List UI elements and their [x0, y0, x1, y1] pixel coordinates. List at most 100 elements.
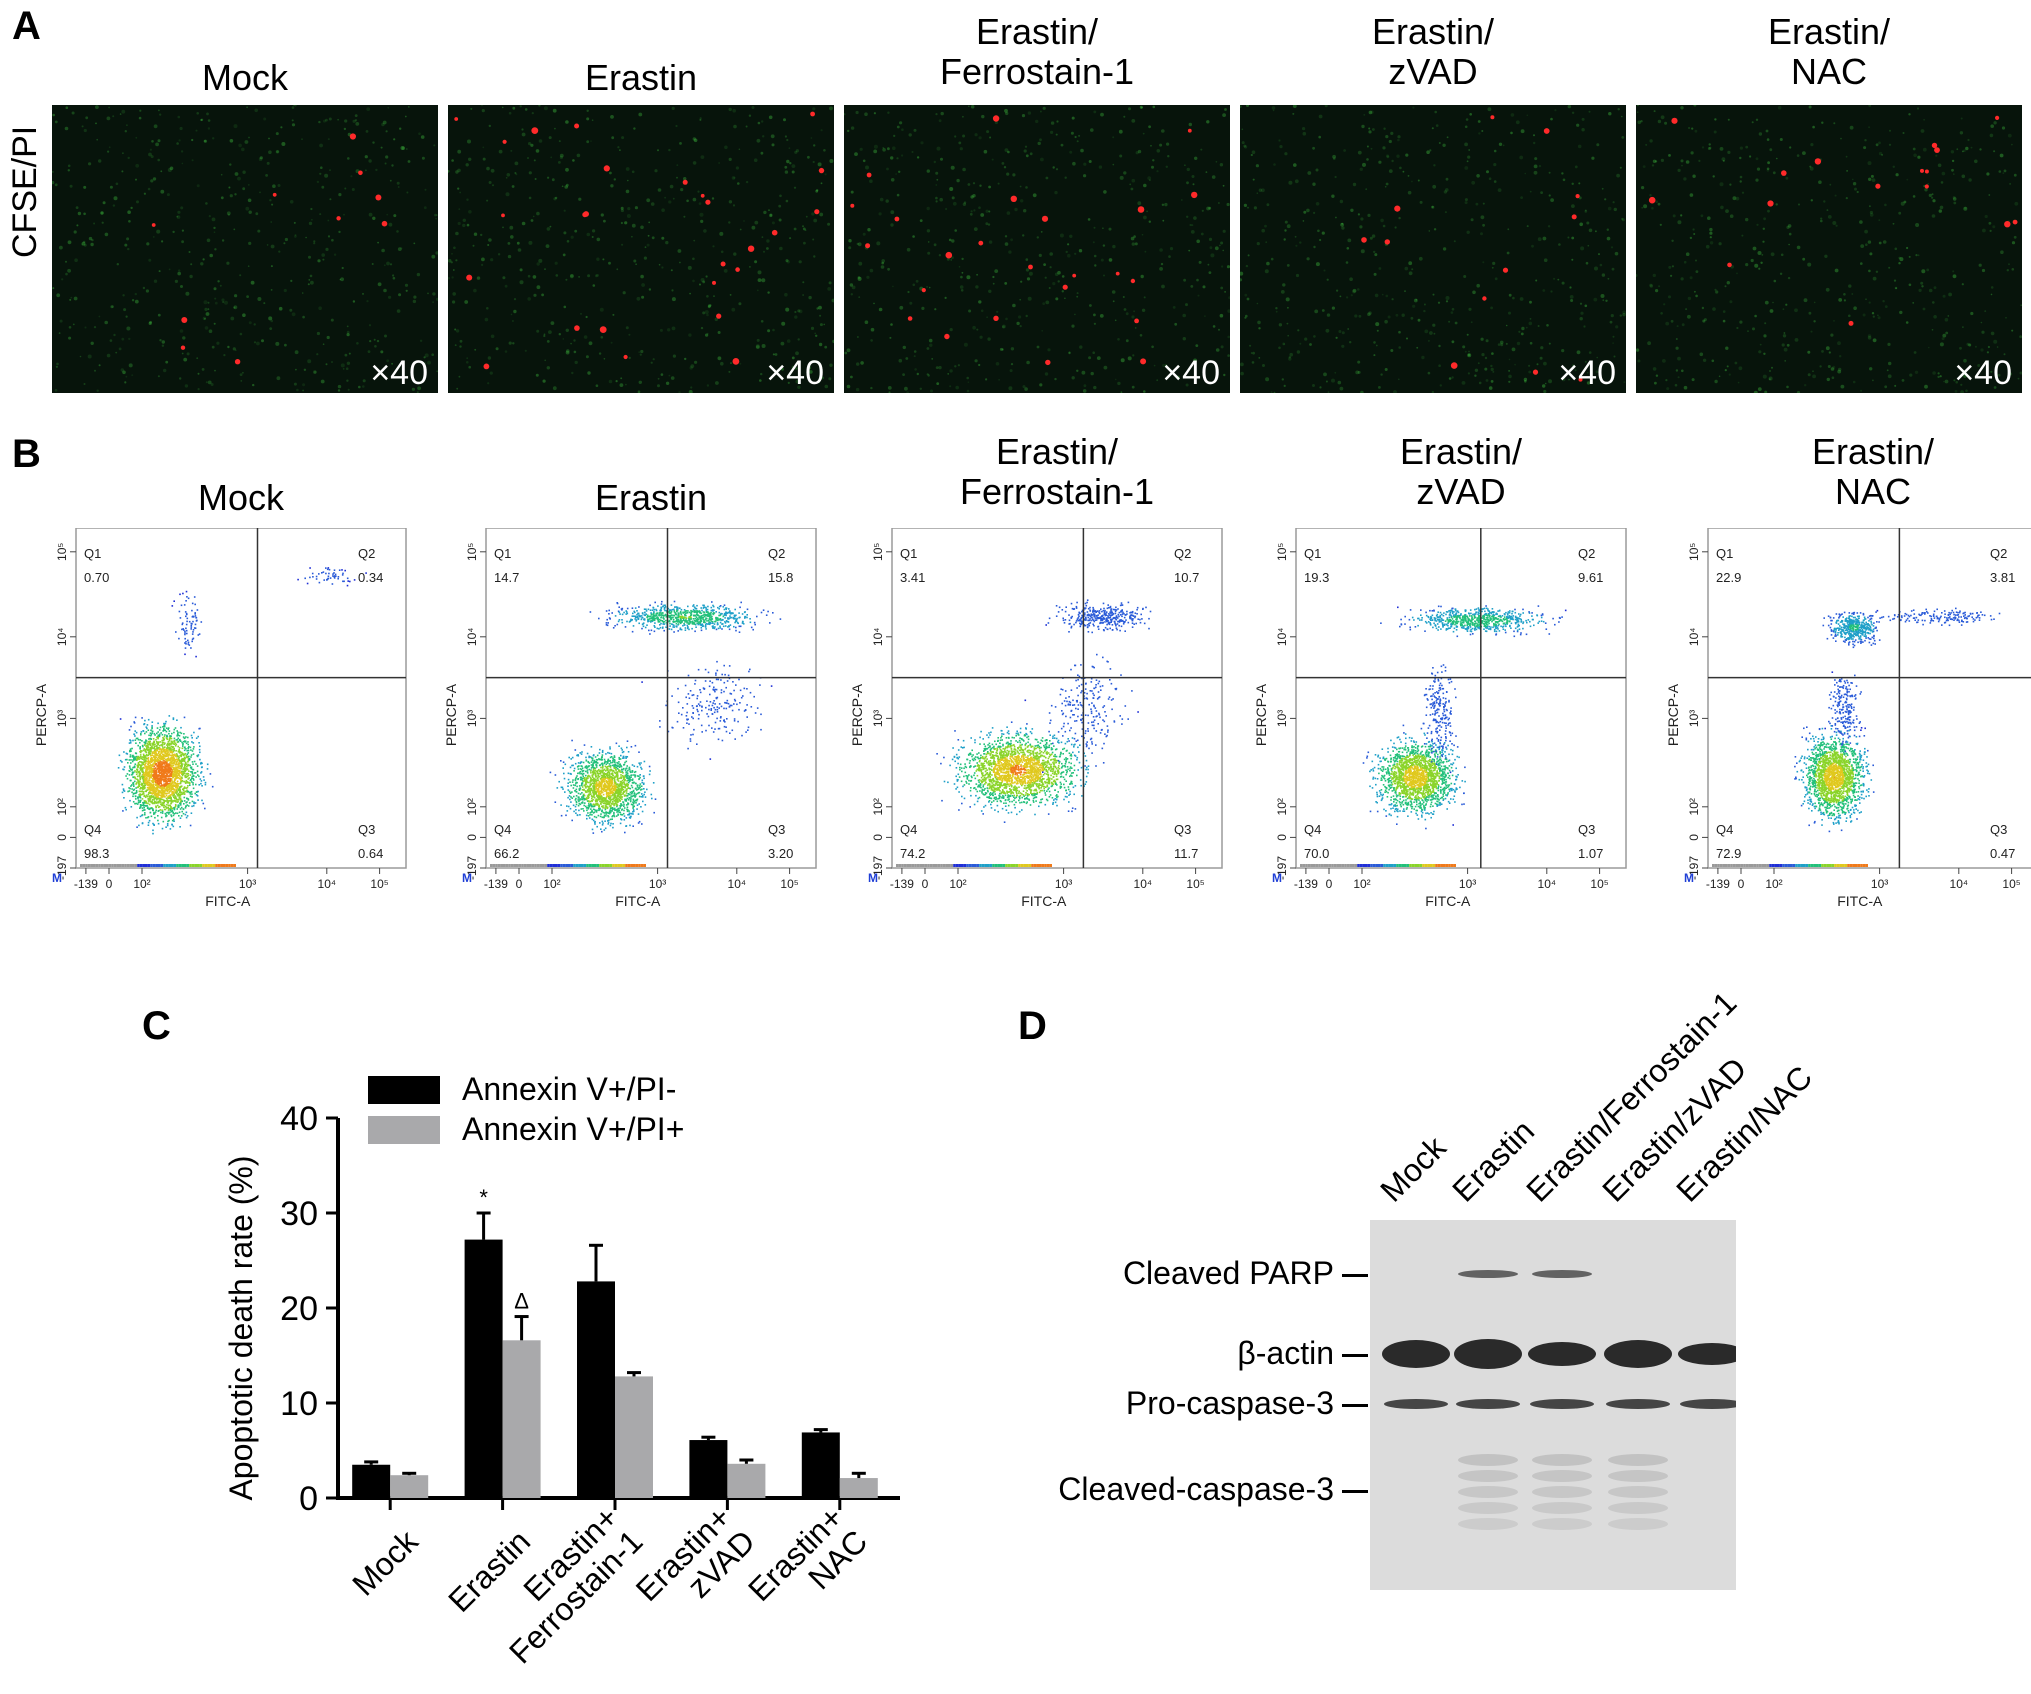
y-tick-label: 10² [465, 798, 479, 815]
x-axis-label: FITC-A [1021, 893, 1067, 909]
legend-swatch-0 [368, 1076, 440, 1104]
x-tick-label: -139 [1706, 877, 1730, 891]
band-cleaved-parp [1532, 1270, 1592, 1278]
pi-positive-cell [1394, 205, 1401, 212]
pi-positive-cell [716, 313, 722, 319]
x-tick-label: 10⁴ [728, 877, 747, 891]
pi-positive-cell [1072, 273, 1077, 278]
event-dots [549, 600, 782, 834]
band-beta-actin [1454, 1339, 1522, 1369]
y-tick-label: -197 [1275, 856, 1289, 880]
pi-positive-cell [944, 333, 950, 340]
x-tick-label: 10³ [1871, 877, 1888, 891]
y-tick-label: 10² [1687, 798, 1701, 815]
y-tick-label: 10⁵ [871, 543, 885, 561]
band-cleaved-caspase-3 [1532, 1486, 1592, 1498]
y-tick-label: 0 [1275, 834, 1289, 841]
panel-a-title-line: Ferrostain-1 [939, 51, 1135, 92]
panel-b-title-1: Erastin [451, 478, 851, 518]
pi-positive-cell [151, 223, 156, 227]
chart-category-label: Erastin+NAC [741, 1499, 874, 1608]
axis-rainbow-strip [490, 864, 646, 867]
y-tick-label: 10⁴ [871, 628, 885, 647]
pi-positive-cell [1361, 237, 1367, 243]
band-cleaved-caspase-3 [1532, 1502, 1592, 1514]
panel-b-letter: B [12, 432, 41, 476]
pi-positive-cell [603, 165, 610, 172]
pi-positive-cell [1995, 115, 2000, 120]
band-tick [1342, 1274, 1368, 1277]
quadrant-percentage: 0.64 [358, 846, 383, 861]
band-beta-actin [1382, 1340, 1450, 1368]
quadrant-name: Q4 [900, 822, 917, 837]
pi-positive-cell [375, 194, 382, 201]
pi-positive-cell [978, 240, 984, 246]
x-tick-label: -139 [74, 877, 98, 891]
quadrant-name: Q3 [768, 822, 785, 837]
pi-positive-cell [907, 316, 913, 321]
x-tick-label: -139 [1294, 877, 1318, 891]
panel-a-letter: A [12, 4, 41, 48]
x-tick-label: 10² [543, 877, 560, 891]
blot-membrane [1370, 1220, 1746, 1590]
band-cleaved-caspase-3 [1608, 1470, 1668, 1482]
quadrant-name: Q4 [494, 822, 511, 837]
y-axis-label: PERCP-A [849, 683, 865, 746]
pi-positive-cell [1502, 267, 1509, 273]
pi-positive-cell [1010, 195, 1017, 202]
band-beta-actin [1528, 1342, 1596, 1366]
pi-positive-cell [735, 267, 740, 272]
x-tick-label: 10² [133, 877, 150, 891]
pi-positive-cell [705, 199, 711, 205]
y-tick-label: 0 [465, 834, 479, 841]
band-tick [1342, 1490, 1368, 1493]
quadrant-percentage: 0.70 [84, 570, 109, 585]
event-dots [1794, 607, 2001, 833]
error-bar [739, 1458, 754, 1464]
x-tick-label: 10² [949, 877, 966, 891]
pi-positive-cell [810, 111, 815, 117]
x-tick-label: 10⁴ [1950, 877, 1969, 891]
x-tick-label: 10² [1765, 877, 1782, 891]
bar-0-1 [464, 1239, 503, 1498]
pi-positive-cell [454, 117, 459, 121]
panel-b-title-line: Erastin/ [995, 431, 1119, 472]
pi-positive-cell [1848, 320, 1854, 326]
x-tick-label: 10³ [649, 877, 666, 891]
y-tick-label: -197 [55, 856, 69, 880]
legend-swatch-1 [368, 1116, 440, 1144]
pi-positive-cell [358, 170, 363, 176]
bar-1-4 [839, 1478, 878, 1498]
x-tick-label: 10³ [1055, 877, 1072, 891]
chart-y-axis-label: Apoptotic death rate (%) [223, 1155, 259, 1500]
pi-positive-cell [1384, 239, 1390, 245]
quadrant-name: Q3 [1578, 822, 1595, 837]
panel-a-title-line: NAC [1790, 51, 1867, 92]
band-label-3: Cleaved-caspase-3 [1058, 1471, 1334, 1507]
pi-positive-cell [501, 213, 505, 218]
panel-a-title-line: Erastin/ [975, 11, 1099, 52]
quadrant-name: Q3 [1990, 822, 2007, 837]
panel-b-title-line: zVAD [1416, 471, 1506, 512]
x-tick-label: 0 [516, 877, 523, 891]
y-tick-label: 10⁵ [1275, 543, 1289, 561]
gate-marker: M [868, 871, 878, 885]
y-tick-label: 10⁴ [1687, 628, 1701, 647]
pi-positive-cell [814, 209, 820, 215]
magnification-label: ×40 [1558, 354, 1616, 392]
x-tick-label: 10⁵ [2002, 877, 2020, 891]
pi-positive-cell [466, 274, 473, 281]
legend-label-1: Annexin V+/PI+ [462, 1111, 684, 1147]
panel-b-title-3: Erastin/zVAD [1261, 432, 1661, 512]
y-tick-label: -197 [465, 856, 479, 880]
y-tick-label: 10³ [871, 710, 885, 727]
legend-label-0: Annexin V+/PI- [462, 1071, 676, 1107]
chart-y-tick-label: 0 [299, 1480, 318, 1518]
significance-marker: * [479, 1185, 488, 1210]
y-tick-label: 10³ [465, 710, 479, 727]
pi-positive-cell [1578, 377, 1583, 382]
pi-positive-cell [1115, 271, 1120, 276]
panel-c-bar-chart: Apoptotic death rate (%) 0 10 20 30 40 Mock * Δ E… [223, 1071, 900, 1670]
pi-positive-cell [1450, 362, 1458, 369]
chart-y-tick-label: 30 [280, 1195, 318, 1233]
